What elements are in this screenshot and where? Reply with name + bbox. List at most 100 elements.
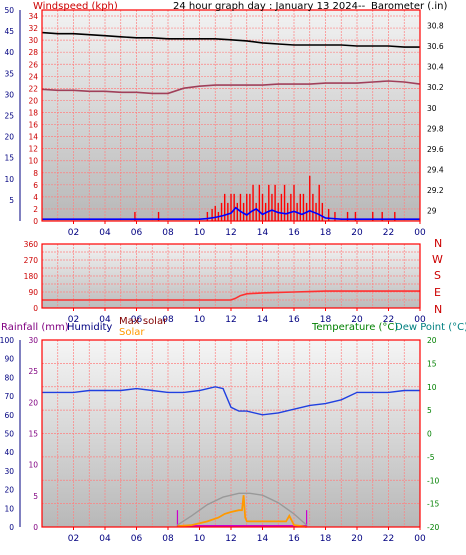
y-tick-windspeed-2: 45 (4, 27, 14, 36)
y-tick-barometer: 30.8 (427, 21, 444, 30)
x-tick-label: 08 (162, 315, 174, 325)
barometer-2-line (41, 80, 421, 95)
y-tick-humidity: 80 (4, 373, 14, 382)
y-tick-rainfall: 10 (28, 461, 38, 470)
x-tick-label: 20 (351, 228, 363, 238)
x-tick-label: 18 (320, 534, 332, 544)
y-tick-temperature: 15 (427, 359, 437, 368)
x-tick-label: 00 (414, 228, 426, 238)
x-tick-label: 18 (320, 228, 332, 238)
y-tick-barometer: 30.4 (427, 63, 444, 72)
y-tick-humidity: 60 (4, 411, 14, 420)
y-tick-windspeed: 12 (28, 145, 38, 154)
solar-line (177, 495, 307, 528)
y-tick-temperature: 10 (427, 383, 437, 392)
dewpoint-label: Dew Point (°C) (395, 322, 466, 333)
y-tick-windspeed: 18 (28, 108, 38, 117)
x-tick-label: 08 (162, 534, 174, 544)
x-tick-label: 04 (99, 534, 111, 544)
dir-letter-e: E (434, 286, 441, 299)
x-tick-label: 06 (131, 228, 143, 238)
x-tick-label: 20 (351, 534, 363, 544)
x-tick-label: 12 (225, 228, 236, 238)
y-tick-rainfall: 30 (28, 336, 38, 345)
x-tick-label: 20 (351, 315, 363, 325)
x-tick-label: 00 (414, 534, 426, 544)
y-tick-windspeed: 14 (28, 133, 38, 142)
avg-windspeed-line (42, 206, 420, 220)
y-tick-humidity: 30 (4, 467, 14, 476)
x-tick-label: 22 (383, 534, 394, 544)
y-tick-windspeed: 26 (28, 60, 38, 69)
x-tick-label: 16 (288, 228, 300, 238)
y-tick-windspeed: 34 (28, 12, 38, 21)
y-tick-temperature: 20 (427, 336, 437, 345)
x-tick-label: 04 (99, 228, 111, 238)
x-tick-label: 18 (320, 315, 332, 325)
x-tick-label: 14 (257, 534, 269, 544)
y-tick-temperature: -10 (427, 476, 439, 485)
y-tick-humidity: 70 (4, 392, 14, 401)
y-tick-windspeed-2: 35 (4, 69, 14, 78)
y-tick-windspeed: 22 (28, 84, 38, 93)
x-tick-label: 16 (288, 315, 300, 325)
y-tick-humidity: 10 (4, 504, 14, 513)
y-tick-windspeed-2: 5 (9, 196, 14, 205)
y-tick-temperature: 0 (427, 430, 432, 439)
x-tick-label: 14 (257, 228, 269, 238)
y-tick-humidity: 50 (4, 430, 14, 439)
x-tick-label: 12 (225, 534, 236, 544)
y-tick-direction: 360 (24, 240, 39, 249)
y-tick-barometer: 29.4 (427, 166, 444, 175)
y-tick-barometer: 29.8 (427, 124, 444, 133)
y-tick-temperature: -20 (427, 523, 439, 532)
x-tick-label: 10 (194, 228, 206, 238)
y-tick-windspeed: 20 (28, 96, 38, 105)
max-solar-line (177, 492, 308, 526)
y-tick-windspeed-2: 25 (4, 112, 14, 121)
humidity-label: Humidity (67, 322, 112, 333)
solar-label: Solar (119, 327, 145, 338)
y-tick-humidity: 0 (9, 523, 14, 532)
y-tick-barometer: 29.6 (427, 145, 444, 154)
y-tick-windspeed-2: 20 (4, 133, 14, 142)
y-tick-direction: 90 (28, 288, 38, 297)
y-tick-barometer: 30.6 (427, 42, 444, 51)
dir-letter-w: W (432, 253, 443, 266)
y-tick-rainfall: 15 (28, 430, 38, 439)
y-tick-temperature: -5 (427, 453, 435, 462)
y-tick-windspeed: 0 (33, 217, 38, 226)
dir-letter-n-top: N (434, 237, 442, 250)
y-tick-windspeed: 6 (33, 181, 38, 190)
y-tick-barometer: 29 (427, 207, 437, 216)
x-tick-label: 06 (131, 315, 143, 325)
x-tick-label: 08 (162, 228, 174, 238)
direction-letters: N W S E N (432, 237, 443, 316)
y-tick-windspeed: 4 (33, 193, 38, 202)
y-tick-rainfall: 5 (33, 492, 38, 501)
rainfall-label: Rainfall (mm) (1, 322, 69, 333)
y-tick-windspeed: 2 (33, 205, 38, 214)
graph-title: 24 hour graph day : January 13 2024-- (173, 1, 366, 12)
maxsolar-label: Max solar (119, 316, 168, 327)
temperature-label: Temperature (°C) (311, 322, 398, 333)
y-tick-rainfall: 0 (33, 523, 38, 532)
y-tick-windspeed: 30 (28, 36, 38, 45)
x-tick-label: 06 (131, 534, 143, 544)
windspeed-label: Windspeed (kph) (33, 1, 118, 12)
y-tick-direction: 180 (24, 272, 39, 281)
y-tick-humidity: 100 (0, 336, 14, 345)
x-tick-label: 14 (257, 315, 269, 325)
y-tick-windspeed: 28 (28, 48, 38, 57)
dir-letter-s: S (434, 269, 441, 282)
x-tick-label: 02 (68, 228, 79, 238)
y-tick-windspeed-2: 15 (4, 154, 14, 163)
x-tick-label: 02 (68, 315, 79, 325)
y-tick-barometer: 30.2 (427, 83, 444, 92)
y-tick-windspeed: 8 (33, 169, 38, 178)
barometer-line (41, 31, 420, 48)
y-tick-rainfall: 25 (28, 367, 38, 376)
dir-letter-n-bottom: N (434, 303, 442, 316)
x-tick-label: 10 (194, 534, 206, 544)
